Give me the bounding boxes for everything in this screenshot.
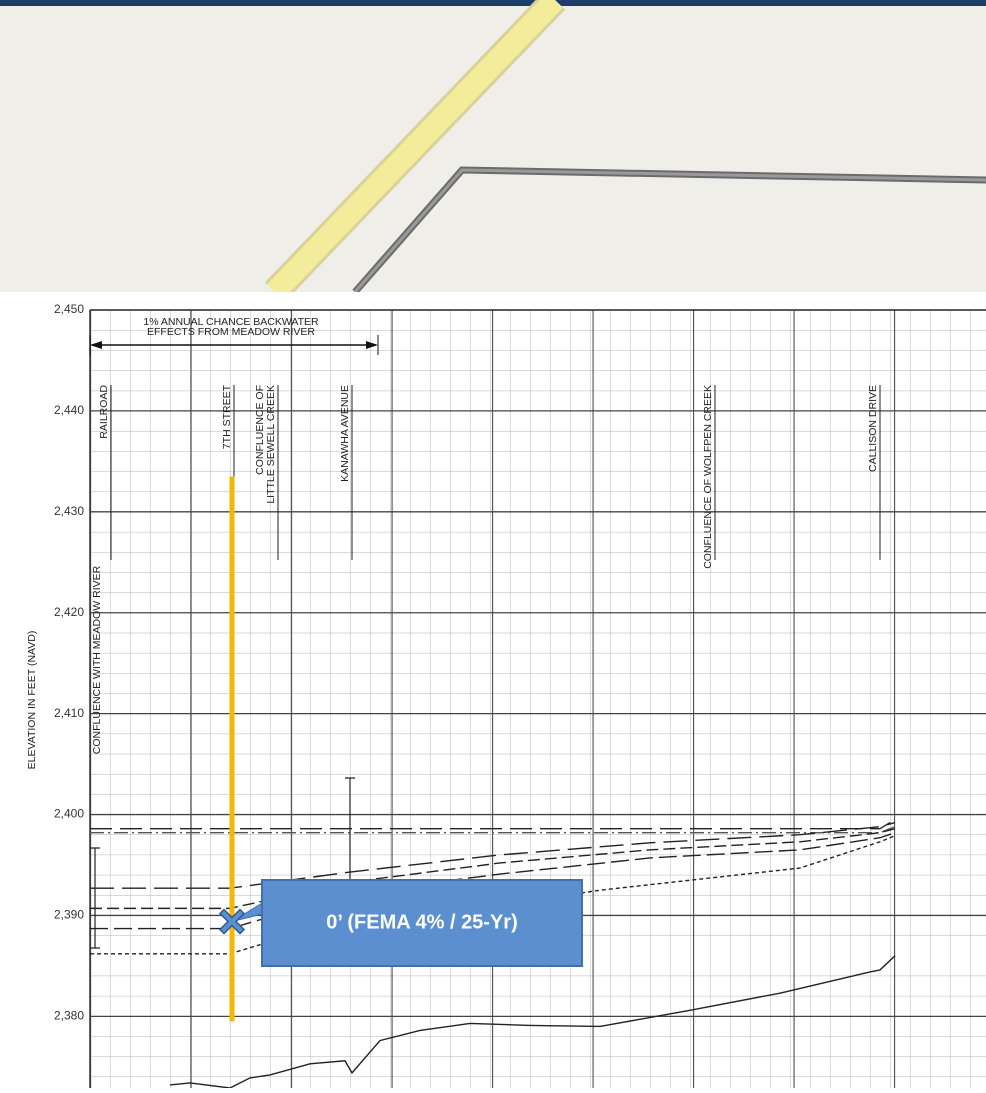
y-tick-label: 2,400	[54, 807, 84, 821]
location-label: CALLISON DRIVE	[867, 385, 879, 472]
screen: 2,380 2,390 2,400 2,410 2,420 2,430 2,440 2,450…	[0, 0, 986, 1088]
y-tick-label: 2,440	[54, 403, 84, 417]
y-tick-label: 2,450	[54, 302, 84, 316]
location-label: CONFLUENCE OF WOLFPEN CREEK	[702, 385, 714, 569]
location-label: KANAWHA AVENUE	[339, 385, 351, 482]
y-tick-label: 2,420	[54, 605, 84, 619]
callout-label: 0’ (FEMA 4% / 25-Yr)	[326, 911, 518, 933]
backwater-label: EFFECTS FROM MEADOW RIVER	[147, 326, 315, 338]
page: 2,380 2,390 2,400 2,410 2,420 2,430 2,440 2,450…	[0, 0, 986, 1093]
location-label: CONFLUENCE WITH MEADOW RIVER	[91, 565, 103, 754]
y-tick-label: 2,410	[54, 706, 84, 720]
y-tick-label: 2,430	[54, 504, 84, 518]
map	[0, 0, 986, 292]
location-label: RAILROAD	[98, 385, 110, 439]
y-axis-label: ELEVATION IN FEET (NAVD)	[26, 631, 38, 770]
location-label: 7TH STREET	[221, 384, 233, 449]
location-label: LITTLE SEWELL CREEK	[265, 385, 277, 504]
y-tick-label: 2,390	[54, 908, 84, 922]
y-tick-label: 2,380	[54, 1009, 84, 1023]
